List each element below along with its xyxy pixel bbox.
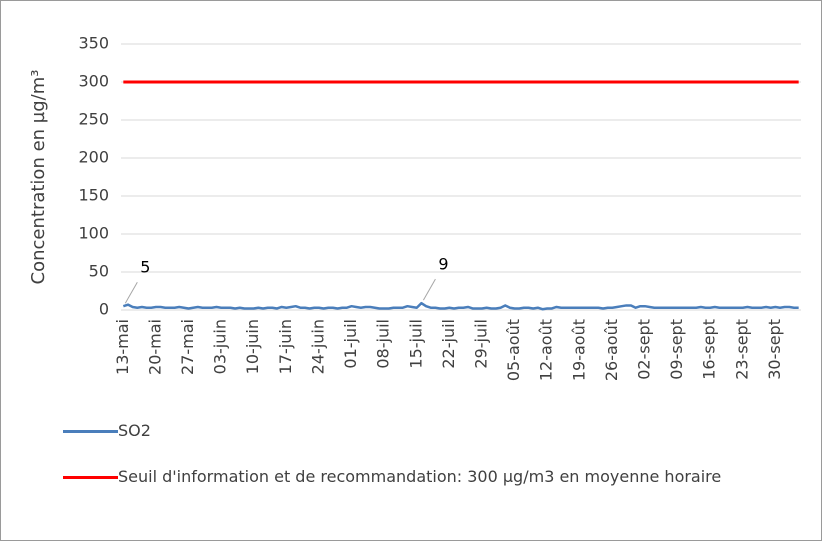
x-tick-label: 15-juil: [406, 319, 425, 369]
y-tick-label: 150: [78, 186, 109, 205]
x-tick-label: 26-août: [602, 319, 621, 381]
x-tick-label: 03-juin: [211, 319, 230, 374]
leader-line: [124, 281, 138, 304]
x-tick-label: 22-juil: [439, 319, 458, 369]
legend-swatch: [63, 430, 118, 433]
x-tick-label: 09-sept: [667, 319, 686, 380]
y-axis-title: Concentration en µg/m³: [28, 70, 49, 285]
x-tick-label: 19-août: [569, 319, 588, 381]
x-tick-label: 01-juil: [341, 319, 360, 369]
legend-item: SO2: [63, 419, 783, 443]
y-tick-label: 100: [78, 224, 109, 243]
y-tick-label: 200: [78, 148, 109, 167]
legend-swatch: [63, 476, 118, 479]
x-tick-label: 24-juin: [308, 319, 327, 374]
x-tick-label: 05-août: [504, 319, 523, 381]
chart: Concentration en µg/m³ 0 50 100 150 200 250 30…: [28, 34, 801, 381]
x-tick-label: 23-sept: [732, 319, 751, 380]
y-tick-label: 350: [78, 34, 109, 53]
legend-label: Seuil d'information et de recommandation…: [118, 467, 722, 486]
x-tick-label: 27-mai: [178, 319, 197, 375]
data-label: 5: [140, 258, 150, 277]
x-tick-label: 30-sept: [765, 319, 784, 380]
x-tick-label: 12-août: [537, 319, 556, 381]
data-label: 9: [438, 255, 448, 274]
y-tick-label: 50: [89, 262, 109, 281]
x-tick-label: 13-mai: [113, 319, 132, 375]
x-tick-label: 10-juin: [243, 319, 262, 374]
leader-line: [422, 278, 436, 301]
x-tick-label: 16-sept: [700, 319, 719, 380]
legend: SO2 Seuil d'information et de recommandat…: [63, 419, 783, 511]
legend-label: SO2: [118, 421, 151, 440]
y-tick-label: 300: [78, 72, 109, 91]
x-tick-label: 02-sept: [634, 319, 653, 380]
x-tick-label: 29-juil: [471, 319, 490, 369]
legend-item: Seuil d'information et de recommandation…: [63, 465, 783, 489]
y-tick-label: 250: [78, 110, 109, 129]
x-tick-label: 08-juil: [374, 319, 393, 369]
x-tick-label: 20-mai: [145, 319, 164, 375]
series-line: [122, 301, 799, 311]
x-tick-label: 17-juin: [276, 319, 295, 374]
y-tick-label: 0: [99, 300, 109, 319]
